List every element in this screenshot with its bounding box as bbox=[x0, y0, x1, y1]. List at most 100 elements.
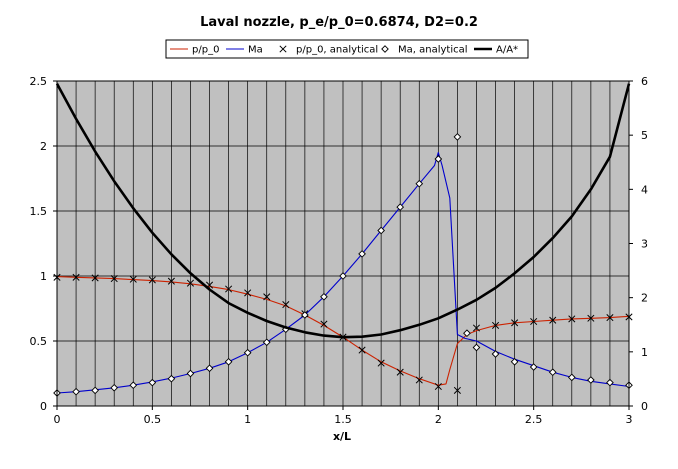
y-tick-label: 2 bbox=[40, 140, 47, 153]
data-point-x-marker bbox=[606, 314, 614, 322]
data-point-diamond-marker bbox=[186, 369, 195, 378]
data-point-diamond-marker bbox=[529, 363, 538, 371]
data-point-x-marker bbox=[167, 277, 175, 285]
x-tick-label: 0 bbox=[54, 413, 61, 426]
y-tick-label: 1.5 bbox=[30, 205, 48, 218]
data-point-diamond-marker bbox=[91, 386, 99, 395]
data-point-x-marker bbox=[491, 321, 500, 329]
data-point-x-marker bbox=[91, 274, 99, 282]
legend-swatch bbox=[381, 45, 389, 53]
series-2 bbox=[53, 273, 633, 394]
legend-label: Ma, analytical bbox=[398, 45, 468, 56]
data-point-diamond-marker bbox=[110, 383, 119, 392]
data-point-diamond-marker bbox=[129, 381, 138, 390]
data-point-x-marker bbox=[72, 273, 80, 281]
data-point-x-marker bbox=[396, 368, 404, 376]
y-tick-label: 2.5 bbox=[30, 75, 48, 88]
y-tick-label: 0 bbox=[40, 400, 47, 413]
data-point-x-marker bbox=[434, 382, 442, 391]
y2-tick-label: 2 bbox=[641, 292, 648, 305]
data-point-diamond-marker bbox=[415, 179, 424, 188]
data-point-diamond-marker bbox=[224, 357, 233, 366]
data-point-diamond-marker bbox=[434, 155, 443, 163]
x-axis-label: x/L bbox=[333, 430, 351, 443]
series-line bbox=[55, 83, 631, 339]
legend-label: p/p_0 bbox=[192, 45, 219, 56]
legend-item: p/p_0, analytical bbox=[279, 45, 378, 56]
data-point-diamond-marker bbox=[72, 387, 80, 396]
data-point-x-marker bbox=[244, 289, 252, 297]
data-point-x-marker bbox=[148, 276, 156, 284]
data-point-diamond-marker bbox=[453, 133, 462, 141]
data-point-diamond-marker bbox=[205, 364, 214, 373]
x-tick-label: 1 bbox=[244, 413, 251, 426]
data-point-diamond-marker bbox=[548, 368, 557, 377]
series-0 bbox=[56, 276, 630, 386]
y-tick-label: 1 bbox=[40, 270, 47, 283]
data-point-x-marker bbox=[568, 315, 576, 323]
x-tick-label: 2.5 bbox=[525, 413, 543, 426]
data-point-diamond-marker bbox=[491, 350, 500, 358]
data-point-x-marker bbox=[415, 376, 423, 384]
data-point-x-marker bbox=[358, 346, 366, 354]
legend-item: Ma bbox=[226, 45, 263, 56]
data-point-diamond-marker bbox=[339, 272, 347, 280]
legend-label: A/A* bbox=[496, 45, 518, 56]
data-point-x-marker bbox=[263, 293, 271, 301]
data-point-diamond-marker bbox=[320, 292, 328, 301]
x-tick-label: 1.5 bbox=[334, 413, 352, 426]
data-point-x-marker bbox=[282, 301, 290, 309]
data-point-x-marker bbox=[549, 316, 557, 324]
data-point-x-marker bbox=[110, 275, 118, 283]
legend-label: p/p_0, analytical bbox=[296, 45, 378, 56]
data-point-x-marker bbox=[320, 320, 328, 328]
data-point-x-marker bbox=[511, 319, 519, 327]
y2-tick-label: 5 bbox=[641, 129, 648, 142]
data-point-x-marker bbox=[377, 359, 385, 367]
x-tick-label: 3 bbox=[626, 413, 633, 426]
data-point-x-marker bbox=[129, 275, 137, 283]
series-layer bbox=[53, 83, 633, 397]
data-point-diamond-marker bbox=[301, 311, 309, 319]
data-point-x-marker bbox=[453, 386, 461, 394]
legend-item: p/p_0 bbox=[170, 45, 219, 56]
series-4 bbox=[55, 83, 631, 339]
y2-tick-label: 4 bbox=[641, 183, 648, 196]
data-point-diamond-marker bbox=[396, 203, 405, 211]
data-point-diamond-marker bbox=[243, 348, 252, 357]
chart-title: Laval nozzle, p_e/p_0=0.6874, D2=0.2 bbox=[200, 15, 478, 30]
data-point-diamond-marker bbox=[510, 357, 519, 366]
data-point-diamond-marker bbox=[377, 226, 385, 235]
y2-tick-label: 6 bbox=[641, 75, 648, 88]
data-point-diamond-marker bbox=[472, 343, 481, 352]
legend-label: Ma bbox=[248, 45, 263, 56]
data-point-diamond-marker bbox=[463, 329, 471, 338]
data-point-diamond-marker bbox=[167, 374, 176, 383]
x-tick-label: 0.5 bbox=[144, 413, 162, 426]
y2-tick-label: 3 bbox=[641, 238, 648, 251]
data-point-x-marker bbox=[530, 317, 538, 326]
legend-item: A/A* bbox=[474, 45, 518, 56]
series-line bbox=[56, 276, 630, 386]
series-3 bbox=[53, 133, 633, 397]
data-point-diamond-marker bbox=[262, 338, 271, 347]
legend-swatch bbox=[279, 45, 287, 53]
data-point-diamond-marker bbox=[587, 376, 595, 384]
y2-tick-label: 0 bbox=[641, 400, 648, 413]
data-point-x-marker bbox=[186, 279, 195, 287]
data-point-diamond-marker bbox=[567, 373, 576, 382]
data-point-diamond-marker bbox=[148, 378, 157, 387]
x-tick-label: 2 bbox=[435, 413, 442, 426]
data-point-x-marker bbox=[472, 324, 481, 332]
data-point-diamond-marker bbox=[358, 250, 366, 258]
data-point-diamond-marker bbox=[606, 378, 614, 387]
legend: p/p_0 Ma p/p_0, analytical Ma, analytical A/… bbox=[165, 39, 529, 59]
data-point-x-marker bbox=[225, 285, 233, 293]
y2-tick-label: 1 bbox=[641, 346, 648, 359]
grid bbox=[57, 81, 629, 406]
legend-box bbox=[165, 39, 529, 59]
data-point-x-marker bbox=[587, 314, 595, 322]
legend-item: Ma, analytical bbox=[381, 45, 468, 56]
